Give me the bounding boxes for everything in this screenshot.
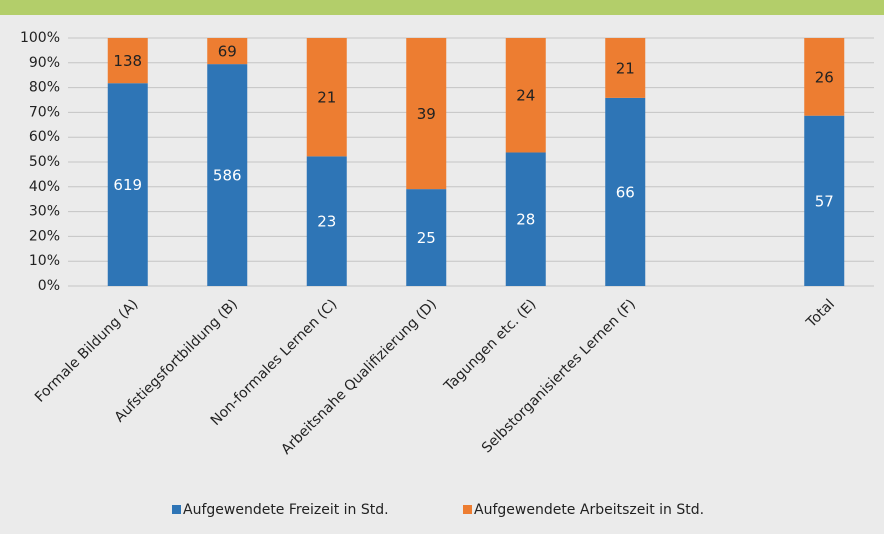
data-label: 138 <box>113 52 142 70</box>
bar-segment <box>207 64 248 287</box>
bar-segment <box>107 83 148 286</box>
y-tick-label: 50% <box>29 154 60 170</box>
bar-segment <box>804 115 845 287</box>
y-tick-label: 10% <box>29 253 60 269</box>
y-tick-label: 0% <box>38 278 60 294</box>
x-tick-label: Arbeitsnahe Qualifizierung (D) <box>278 296 439 457</box>
data-label: 26 <box>815 68 834 86</box>
data-label: 21 <box>317 89 336 107</box>
y-tick-label: 100% <box>20 30 60 46</box>
bar-segment <box>406 38 447 190</box>
bar-segment <box>505 152 546 286</box>
x-tick-label: Formale Bildung (A) <box>32 296 141 405</box>
legend-swatch <box>172 505 181 514</box>
bar-segment <box>107 38 148 84</box>
x-tick-label: Total <box>803 296 838 331</box>
bar-segment <box>207 38 248 65</box>
legend-swatch <box>463 505 472 514</box>
y-tick-label: 30% <box>29 204 60 220</box>
x-tick-label: Tagungen etc. (E) <box>441 296 540 395</box>
y-tick-label: 90% <box>29 55 60 71</box>
y-tick-label: 60% <box>29 129 60 145</box>
bar-segment <box>406 189 447 286</box>
data-label: 586 <box>213 167 242 185</box>
y-tick-label: 40% <box>29 179 60 195</box>
y-tick-label: 80% <box>29 80 60 96</box>
bar-segment <box>306 38 347 157</box>
y-tick-label: 70% <box>29 104 60 120</box>
data-label: 69 <box>218 43 237 61</box>
legend-label: Aufgewendete Arbeitszeit in Std. <box>474 502 704 518</box>
data-label: 21 <box>616 59 635 77</box>
bar-segment <box>605 38 646 98</box>
data-label: 24 <box>516 87 535 105</box>
data-label: 23 <box>317 213 336 231</box>
data-label: 25 <box>417 229 436 247</box>
bar-segment <box>804 38 845 116</box>
y-tick-label: 20% <box>29 228 60 244</box>
bar-segment <box>505 38 546 153</box>
header-band <box>0 0 884 15</box>
data-label: 619 <box>113 176 142 194</box>
data-label: 66 <box>616 183 635 201</box>
data-label: 39 <box>417 105 436 123</box>
data-label: 28 <box>516 211 535 229</box>
bar-segment <box>605 97 646 287</box>
data-label: 57 <box>815 192 834 210</box>
legend-label: Aufgewendete Freizeit in Std. <box>183 502 389 518</box>
bar-segment <box>306 156 347 286</box>
